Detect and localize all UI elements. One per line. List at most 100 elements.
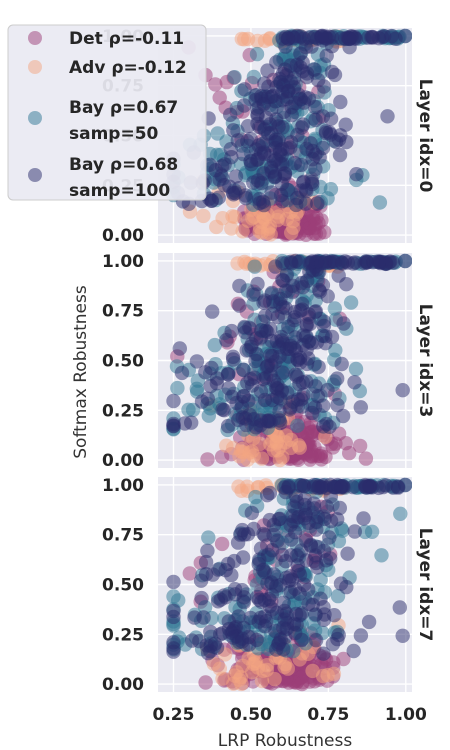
point-bay100: [214, 159, 230, 174]
point-bay100: [209, 376, 225, 391]
point-det: [352, 438, 368, 454]
point-bay100: [315, 140, 331, 156]
point-adv: [270, 212, 285, 228]
panel-layer-3: 0.00 0.25 0.50 0.75 1.00 Layer idx=3: [102, 252, 435, 471]
point-bay100: [166, 419, 181, 434]
scatter-points: [166, 477, 412, 692]
point-bay100: [306, 496, 321, 511]
point-bay100: [316, 79, 331, 94]
point-bay100: [244, 505, 259, 521]
point-bay100: [322, 125, 337, 140]
point-bay100: [346, 643, 361, 659]
point-bay100: [330, 512, 345, 527]
series-bay100: [166, 253, 412, 435]
point-bay100: [217, 178, 232, 193]
point-bay100: [353, 628, 369, 643]
point-bay100: [258, 110, 274, 126]
point-bay100: [253, 413, 268, 428]
point-bay100: [239, 417, 254, 433]
y-tick-label: 0.25: [102, 401, 144, 421]
point-bay100: [395, 383, 410, 398]
point-bay100: [395, 628, 410, 643]
x-axis-title: LRP Robustness: [218, 731, 353, 750]
point-bay100: [311, 359, 326, 375]
point-bay100: [251, 592, 267, 607]
point-bay100: [246, 287, 261, 302]
point-bay100: [279, 267, 294, 283]
point-bay100: [205, 304, 220, 319]
point-bay100: [334, 31, 349, 46]
point-bay100: [291, 254, 307, 270]
point-bay100: [316, 398, 331, 413]
point-bay100: [235, 550, 251, 565]
point-adv: [291, 438, 306, 453]
point-bay100: [224, 323, 239, 339]
legend-label: samp=50: [69, 124, 159, 144]
point-bay100: [274, 329, 289, 345]
panel-layer-7: 0.00 0.25 0.50 0.75 1.00 Layer idx=7: [102, 476, 435, 695]
point-adv: [256, 663, 271, 679]
point-bay100: [205, 567, 220, 582]
point-bay100: [184, 415, 199, 430]
point-bay100: [166, 574, 181, 590]
point-bay100: [237, 319, 252, 335]
point-bay100: [230, 133, 245, 148]
point-bay100: [316, 646, 331, 661]
point-bay100: [256, 295, 271, 310]
point-bay100: [261, 547, 276, 562]
legend-label: Adv ρ=-0.12: [69, 58, 187, 78]
point-adv: [219, 438, 234, 453]
point-bay100: [299, 141, 314, 156]
point-bay100: [335, 408, 351, 424]
y-tick-label: 0.50: [102, 576, 144, 596]
point-bay100: [308, 633, 324, 648]
legend-marker: [28, 111, 42, 125]
point-bay50: [227, 70, 242, 85]
point-bay100: [264, 125, 279, 141]
legend-label: Bay ρ=0.68: [69, 155, 178, 175]
point-bay100: [282, 341, 297, 356]
point-bay100: [301, 515, 316, 531]
point-bay100: [236, 146, 251, 162]
point-adv: [229, 665, 244, 680]
point-bay100: [275, 120, 290, 135]
point-bay100: [240, 119, 256, 134]
point-bay100: [311, 282, 327, 298]
point-bay100: [174, 365, 190, 381]
point-bay100: [310, 196, 325, 211]
point-det: [198, 675, 213, 690]
point-bay100: [308, 379, 323, 394]
point-bay100: [264, 185, 279, 200]
point-bay100: [275, 66, 290, 82]
point-bay100: [398, 253, 412, 269]
point-bay50: [372, 195, 388, 210]
legend-marker: [28, 60, 42, 74]
point-bay100: [349, 167, 364, 182]
point-bay100: [292, 586, 307, 601]
point-bay100: [271, 512, 286, 527]
point-bay100: [313, 480, 329, 495]
point-bay100: [322, 530, 337, 545]
facet-label: Layer idx=3: [415, 304, 435, 418]
point-bay100: [264, 285, 280, 301]
point-bay100: [220, 418, 236, 434]
point-bay100: [243, 372, 258, 387]
legend-entry-bay100: Bay ρ=0.68 samp=100: [28, 155, 178, 201]
legend-frame: [7, 24, 207, 201]
point-bay50: [247, 259, 262, 274]
point-adv: [263, 227, 278, 242]
point-bay100: [209, 640, 225, 655]
point-bay100: [273, 632, 288, 647]
point-adv: [240, 31, 256, 47]
point-bay50: [207, 337, 222, 353]
point-bay100: [359, 254, 374, 269]
point-bay100: [364, 30, 379, 45]
point-bay100: [166, 641, 181, 656]
point-bay100: [327, 479, 342, 495]
point-bay100: [227, 587, 243, 602]
point-bay100: [226, 630, 241, 645]
point-bay50: [374, 548, 389, 563]
point-adv: [284, 225, 299, 240]
point-bay100: [226, 352, 241, 367]
